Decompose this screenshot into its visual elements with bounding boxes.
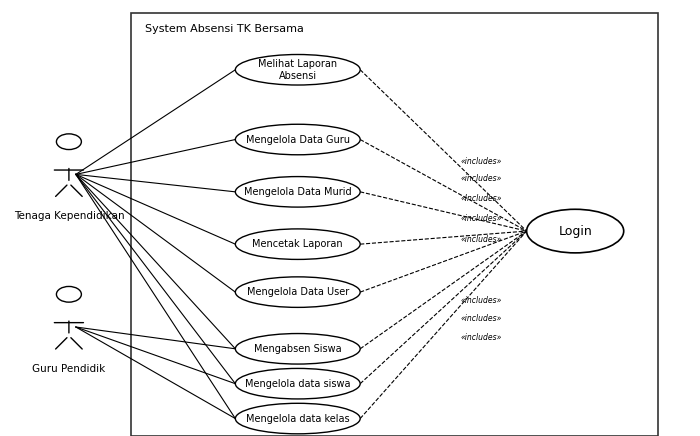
Ellipse shape — [235, 177, 360, 207]
Text: Melihat Laporan
Absensi: Melihat Laporan Absensi — [258, 59, 337, 81]
Ellipse shape — [235, 124, 360, 155]
Text: Mengelola Data Murid: Mengelola Data Murid — [244, 187, 351, 197]
Ellipse shape — [235, 229, 360, 259]
Text: «includes»: «includes» — [461, 314, 502, 323]
Text: «includes»: «includes» — [461, 296, 502, 305]
Ellipse shape — [526, 209, 624, 253]
Text: Mengabsen Siswa: Mengabsen Siswa — [254, 344, 342, 354]
Text: «includes»: «includes» — [461, 334, 502, 342]
Text: «includes»: «includes» — [461, 235, 502, 244]
Text: Tenaga Kependidikan: Tenaga Kependidikan — [13, 211, 124, 221]
Ellipse shape — [235, 277, 360, 307]
Text: «Includes»: «Includes» — [461, 194, 502, 203]
Text: «includes»: «includes» — [461, 174, 502, 183]
Text: System Absensi TK Bersama: System Absensi TK Bersama — [145, 24, 304, 34]
Ellipse shape — [235, 368, 360, 399]
Text: Mengelola data siswa: Mengelola data siswa — [245, 379, 351, 388]
Text: Guru Pendidik: Guru Pendidik — [32, 364, 106, 374]
Circle shape — [57, 286, 81, 302]
Text: Login: Login — [559, 225, 592, 238]
Text: Mengelola Data Guru: Mengelola Data Guru — [246, 135, 350, 144]
Ellipse shape — [235, 403, 360, 434]
Text: Mengelola data kelas: Mengelola data kelas — [246, 414, 349, 423]
Text: «includes»: «includes» — [461, 215, 502, 223]
Ellipse shape — [235, 54, 360, 85]
Text: Mengelola Data User: Mengelola Data User — [246, 287, 349, 297]
Text: Mencetak Laporan: Mencetak Laporan — [253, 239, 343, 249]
Ellipse shape — [235, 334, 360, 364]
FancyBboxPatch shape — [132, 13, 659, 436]
Circle shape — [57, 134, 81, 150]
Text: «includes»: «includes» — [461, 157, 502, 166]
